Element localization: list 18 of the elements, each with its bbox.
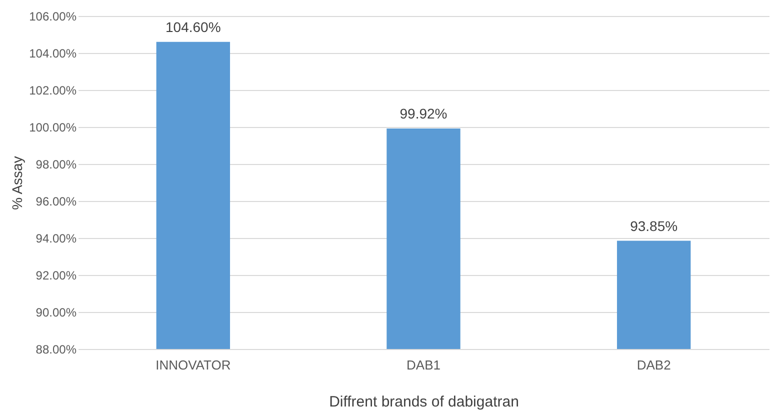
y-tick-label: 100.00% bbox=[29, 120, 77, 134]
y-tick-label: 88.00% bbox=[36, 342, 77, 356]
y-tick-label: 92.00% bbox=[36, 268, 77, 282]
x-tick-label: INNOVATOR bbox=[156, 358, 231, 372]
y-tick-label: 96.00% bbox=[36, 194, 77, 208]
y-tick-label: 106.00% bbox=[29, 10, 77, 24]
x-tick-label: DAB1 bbox=[406, 358, 440, 372]
y-tick-label: 104.00% bbox=[29, 46, 77, 60]
y-tick-label: 94.00% bbox=[36, 232, 77, 246]
y-tick-label: 102.00% bbox=[29, 84, 77, 98]
x-tick-label: DAB2 bbox=[636, 358, 671, 372]
data-label: 104.60% bbox=[166, 18, 221, 35]
y-tick-label: 98.00% bbox=[36, 158, 77, 172]
y-tick-label: 90.00% bbox=[36, 306, 77, 320]
y-axis-title: % Assay bbox=[9, 156, 26, 210]
x-axis-title: Diffrent brands of dabigatran bbox=[329, 394, 519, 410]
data-label: 93.85% bbox=[630, 218, 678, 234]
data-label: 99.92% bbox=[400, 105, 448, 122]
